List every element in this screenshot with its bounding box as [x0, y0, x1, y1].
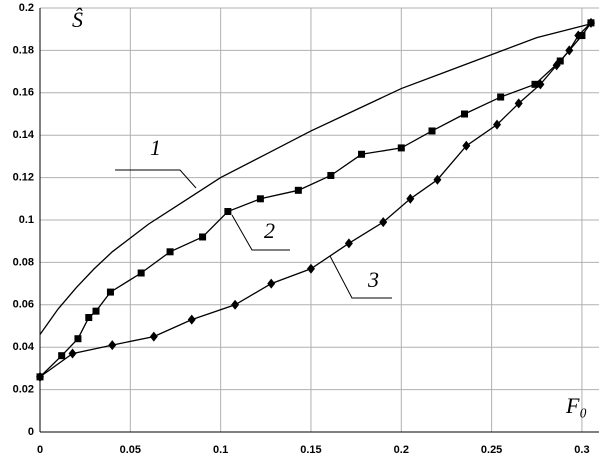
leader-line — [329, 255, 392, 299]
leader-line — [231, 214, 290, 251]
marker — [327, 171, 335, 179]
marker — [536, 79, 545, 90]
marker — [428, 127, 436, 135]
marker — [565, 45, 574, 56]
x-tick-label: 0.1 — [213, 444, 228, 456]
curve-label: 2 — [264, 218, 275, 243]
marker — [552, 60, 561, 71]
marker — [106, 288, 114, 296]
curve-label: 1 — [150, 135, 161, 160]
marker — [493, 119, 502, 130]
marker — [256, 195, 264, 203]
marker — [85, 314, 93, 322]
series-line — [39, 22, 592, 378]
marker — [497, 93, 505, 101]
marker — [166, 248, 174, 256]
marker — [294, 186, 302, 194]
marker — [137, 269, 145, 277]
x-axis-label: F₀ — [565, 393, 587, 418]
marker — [344, 238, 353, 249]
x-tick-label: 0.25 — [481, 444, 502, 456]
y-tick-label: 0.18 — [13, 44, 34, 56]
y-tick-label: 0.2 — [19, 2, 34, 14]
series-line — [39, 22, 595, 335]
y-tick-label: 0 — [28, 426, 34, 438]
marker — [397, 144, 405, 152]
marker — [74, 335, 82, 343]
marker — [108, 340, 117, 351]
x-tick-label: 0.3 — [574, 444, 589, 456]
y-tick-label: 0.16 — [13, 87, 34, 99]
marker — [187, 314, 196, 325]
y-axis-label: Ŝ — [72, 7, 83, 32]
y-tick-label: 0.06 — [13, 299, 34, 311]
marker — [231, 299, 240, 310]
marker — [267, 278, 276, 289]
x-tick-label: 0.2 — [394, 444, 409, 456]
marker — [199, 233, 207, 241]
marker — [306, 263, 315, 274]
marker — [462, 140, 471, 151]
marker — [433, 174, 442, 185]
marker — [149, 331, 158, 342]
curve-label: 3 — [367, 267, 379, 292]
x-tick-label: 0.15 — [300, 444, 321, 456]
marker — [514, 98, 523, 109]
y-tick-label: 0.14 — [13, 129, 35, 141]
marker — [406, 193, 415, 204]
y-tick-label: 0.04 — [13, 341, 35, 353]
marker — [531, 80, 539, 88]
marker — [92, 307, 100, 315]
marker — [461, 110, 469, 118]
x-tick-label: 0 — [37, 444, 43, 456]
marker — [574, 30, 583, 41]
series-line — [39, 22, 592, 378]
marker — [358, 150, 366, 158]
marker — [36, 371, 44, 382]
marker — [379, 217, 388, 228]
y-tick-label: 0.12 — [13, 172, 34, 184]
marker — [58, 352, 66, 360]
y-tick-label: 0.02 — [13, 384, 34, 396]
y-tick-label: 0.08 — [13, 256, 34, 268]
marker — [224, 208, 232, 216]
leader-line — [115, 169, 197, 189]
y-tick-label: 0.1 — [19, 214, 34, 226]
marker — [68, 348, 77, 359]
x-tick-label: 0.05 — [120, 444, 141, 456]
marker — [586, 17, 595, 28]
